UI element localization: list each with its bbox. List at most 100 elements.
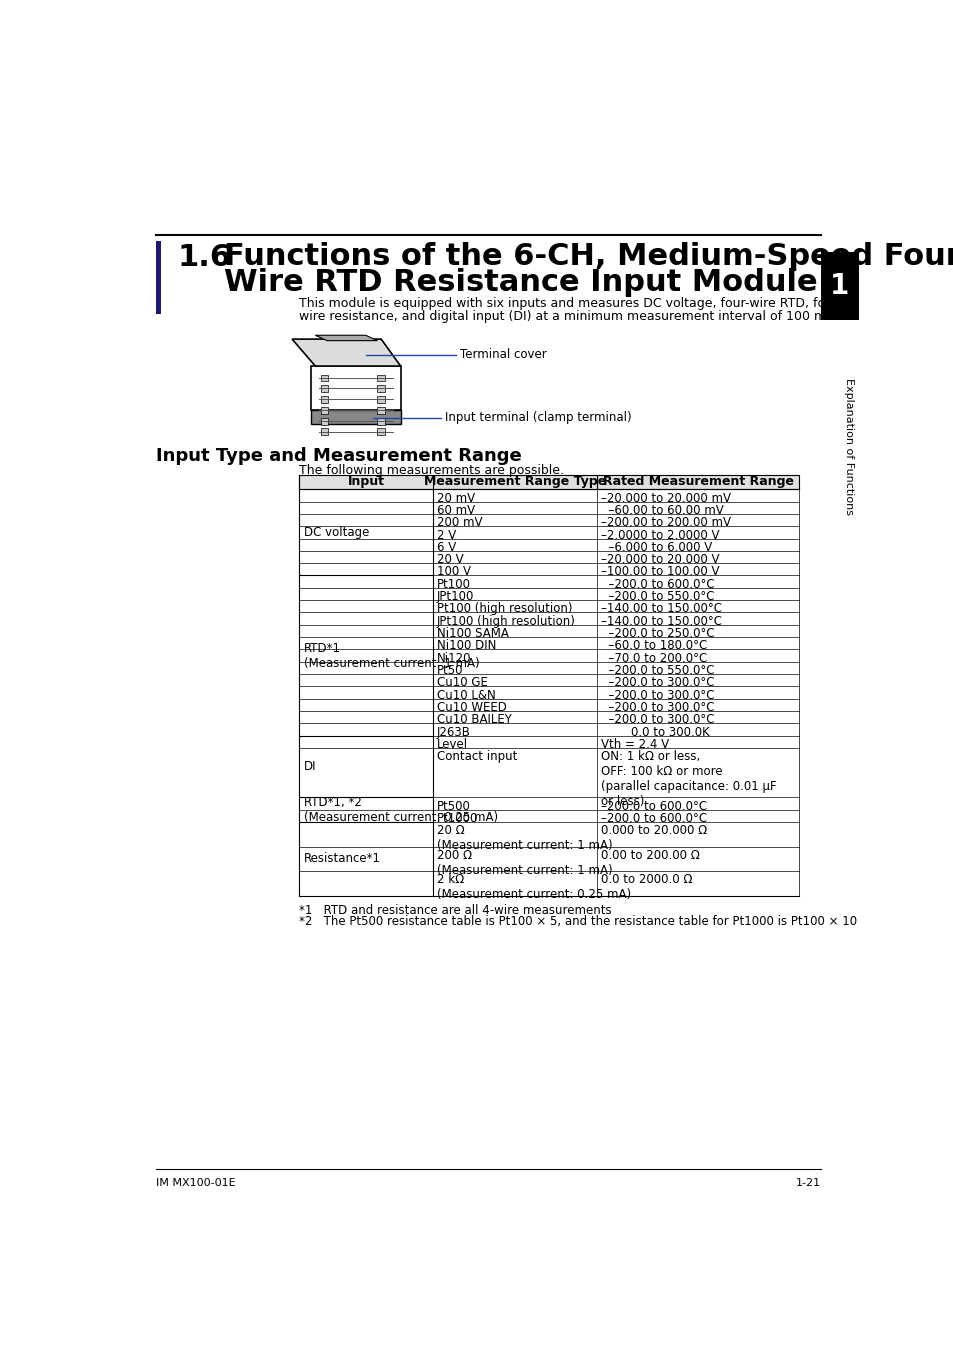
Bar	[298, 489, 798, 502]
Bar	[298, 736, 798, 748]
Text: –100.00 to 100.00 V: –100.00 to 100.00 V	[600, 566, 720, 579]
Text: This module is equipped with six inputs and measures DC voltage, four-wire RTD, : This module is equipped with six inputs …	[298, 297, 841, 309]
Text: –200.00 to 200.00 mV: –200.00 to 200.00 mV	[600, 516, 731, 529]
Text: –2.0000 to 2.0000 V: –2.0000 to 2.0000 V	[600, 528, 720, 541]
Bar	[298, 649, 798, 662]
Text: Functions of the 6-CH, Medium-Speed Four-: Functions of the 6-CH, Medium-Speed Four…	[224, 242, 953, 271]
Bar	[820, 252, 858, 320]
Text: DC voltage: DC voltage	[303, 526, 369, 539]
Text: –200.0 to 600.0°C: –200.0 to 600.0°C	[600, 578, 714, 591]
Bar	[320, 374, 328, 382]
Text: –200.0 to 600.0°C: –200.0 to 600.0°C	[600, 799, 707, 813]
Bar	[298, 502, 798, 514]
Bar	[298, 662, 798, 674]
Text: RTD*1, *2
(Measurement current: 0.25 mA): RTD*1, *2 (Measurement current: 0.25 mA)	[303, 795, 497, 824]
Text: Input terminal (clamp terminal): Input terminal (clamp terminal)	[444, 412, 631, 424]
Text: 0.000 to 20.000 Ω: 0.000 to 20.000 Ω	[600, 825, 707, 837]
Text: Contact input: Contact input	[436, 751, 517, 763]
Text: Input Type and Measurement Range: Input Type and Measurement Range	[155, 447, 521, 464]
Text: –200.0 to 300.0°C: –200.0 to 300.0°C	[600, 701, 714, 714]
Text: ON: 1 kΩ or less,
OFF: 100 kΩ or more
(parallel capacitance: 0.01 μF
or less): ON: 1 kΩ or less, OFF: 100 kΩ or more (p…	[600, 751, 776, 809]
Text: –200.0 to 600.0°C: –200.0 to 600.0°C	[600, 811, 707, 825]
Text: Ni100 DIN: Ni100 DIN	[436, 640, 496, 652]
Text: –200.0 to 300.0°C: –200.0 to 300.0°C	[600, 688, 714, 702]
Polygon shape	[311, 410, 400, 424]
Text: Terminal cover: Terminal cover	[459, 348, 546, 360]
Text: *1   RTD and resistance are all 4-wire measurements: *1 RTD and resistance are all 4-wire mea…	[298, 903, 611, 917]
Text: 60 mV: 60 mV	[436, 504, 475, 517]
Bar	[377, 374, 385, 382]
Text: –200.0 to 550.0°C: –200.0 to 550.0°C	[600, 590, 714, 603]
Text: 2 V: 2 V	[436, 528, 456, 541]
Text: 200 Ω
(Measurement current: 1 mA): 200 Ω (Measurement current: 1 mA)	[436, 849, 612, 878]
Text: Pt1000: Pt1000	[436, 811, 477, 825]
Bar	[298, 871, 798, 896]
Text: 20 Ω
(Measurement current: 1 mA): 20 Ω (Measurement current: 1 mA)	[436, 825, 612, 852]
Bar	[377, 428, 385, 435]
Text: Level: Level	[436, 738, 468, 751]
Text: Cu10 BAILEY: Cu10 BAILEY	[436, 713, 512, 726]
Bar	[298, 563, 798, 575]
Polygon shape	[292, 339, 400, 366]
Text: –60.0 to 180.0°C: –60.0 to 180.0°C	[600, 640, 707, 652]
Text: RTD*1
(Measurement current: 1 mA): RTD*1 (Measurement current: 1 mA)	[303, 641, 478, 670]
Text: Pt500: Pt500	[436, 799, 471, 813]
Bar	[298, 748, 798, 798]
Text: –6.000 to 6.000 V: –6.000 to 6.000 V	[600, 541, 712, 554]
Bar	[377, 406, 385, 414]
Text: 0.0 to 2000.0 Ω: 0.0 to 2000.0 Ω	[600, 873, 692, 887]
Text: –20.000 to 20.000 V: –20.000 to 20.000 V	[600, 554, 720, 566]
Text: Pt100 (high resolution): Pt100 (high resolution)	[436, 602, 572, 616]
Bar	[298, 798, 798, 810]
Bar	[298, 551, 798, 563]
Bar	[320, 428, 328, 435]
Bar	[298, 575, 798, 587]
Text: –70.0 to 200.0°C: –70.0 to 200.0°C	[600, 652, 707, 664]
Bar	[298, 637, 798, 649]
Text: –20.000 to 20.000 mV: –20.000 to 20.000 mV	[600, 491, 731, 505]
Text: 1: 1	[829, 271, 848, 300]
Text: 100 V: 100 V	[436, 566, 471, 579]
Bar	[298, 711, 798, 724]
Text: *2   The Pt500 resistance table is Pt100 × 5, and the resistance table for Pt100: *2 The Pt500 resistance table is Pt100 ×…	[298, 915, 857, 927]
Text: Wire RTD Resistance Input Module: Wire RTD Resistance Input Module	[224, 269, 817, 297]
Text: Cu10 L&N: Cu10 L&N	[436, 688, 496, 702]
Bar	[298, 686, 798, 699]
Bar	[298, 539, 798, 551]
Text: JPt100 (high resolution): JPt100 (high resolution)	[436, 614, 576, 628]
Text: Ni120: Ni120	[436, 652, 471, 664]
Text: Vth = 2.4 V: Vth = 2.4 V	[600, 738, 669, 751]
Bar	[298, 587, 798, 601]
Text: –200.0 to 300.0°C: –200.0 to 300.0°C	[600, 676, 714, 690]
Bar	[298, 601, 798, 613]
Text: Measurement Range Type: Measurement Range Type	[424, 475, 606, 489]
Text: Pt50: Pt50	[436, 664, 463, 678]
Bar	[155, 240, 161, 313]
Bar	[298, 526, 798, 539]
Bar	[320, 406, 328, 414]
Polygon shape	[315, 335, 377, 340]
Text: 0.00 to 200.00 Ω: 0.00 to 200.00 Ω	[600, 849, 700, 861]
Bar	[320, 417, 328, 424]
Text: –60.00 to 60.00 mV: –60.00 to 60.00 mV	[600, 504, 723, 517]
Text: 1-21: 1-21	[795, 1179, 820, 1188]
Text: Explanation of Functions: Explanation of Functions	[843, 378, 853, 516]
Bar	[311, 366, 400, 410]
Bar	[298, 810, 798, 822]
Text: 20 V: 20 V	[436, 554, 463, 566]
Text: –140.00 to 150.00°C: –140.00 to 150.00°C	[600, 602, 721, 616]
Bar	[298, 475, 798, 489]
Text: Input: Input	[347, 475, 384, 489]
Bar	[377, 417, 385, 424]
Text: Rated Measurement Range: Rated Measurement Range	[602, 475, 793, 489]
Bar	[298, 724, 798, 736]
Bar	[320, 385, 328, 393]
Text: 6 V: 6 V	[436, 541, 456, 554]
Text: Cu10 WEED: Cu10 WEED	[436, 701, 506, 714]
Text: IM MX100-01E: IM MX100-01E	[155, 1179, 235, 1188]
Text: 1.6: 1.6	[177, 243, 232, 271]
Text: –140.00 to 150.00°C: –140.00 to 150.00°C	[600, 614, 721, 628]
Text: –200.0 to 250.0°C: –200.0 to 250.0°C	[600, 628, 714, 640]
Bar	[320, 396, 328, 404]
Text: DI: DI	[303, 760, 315, 774]
